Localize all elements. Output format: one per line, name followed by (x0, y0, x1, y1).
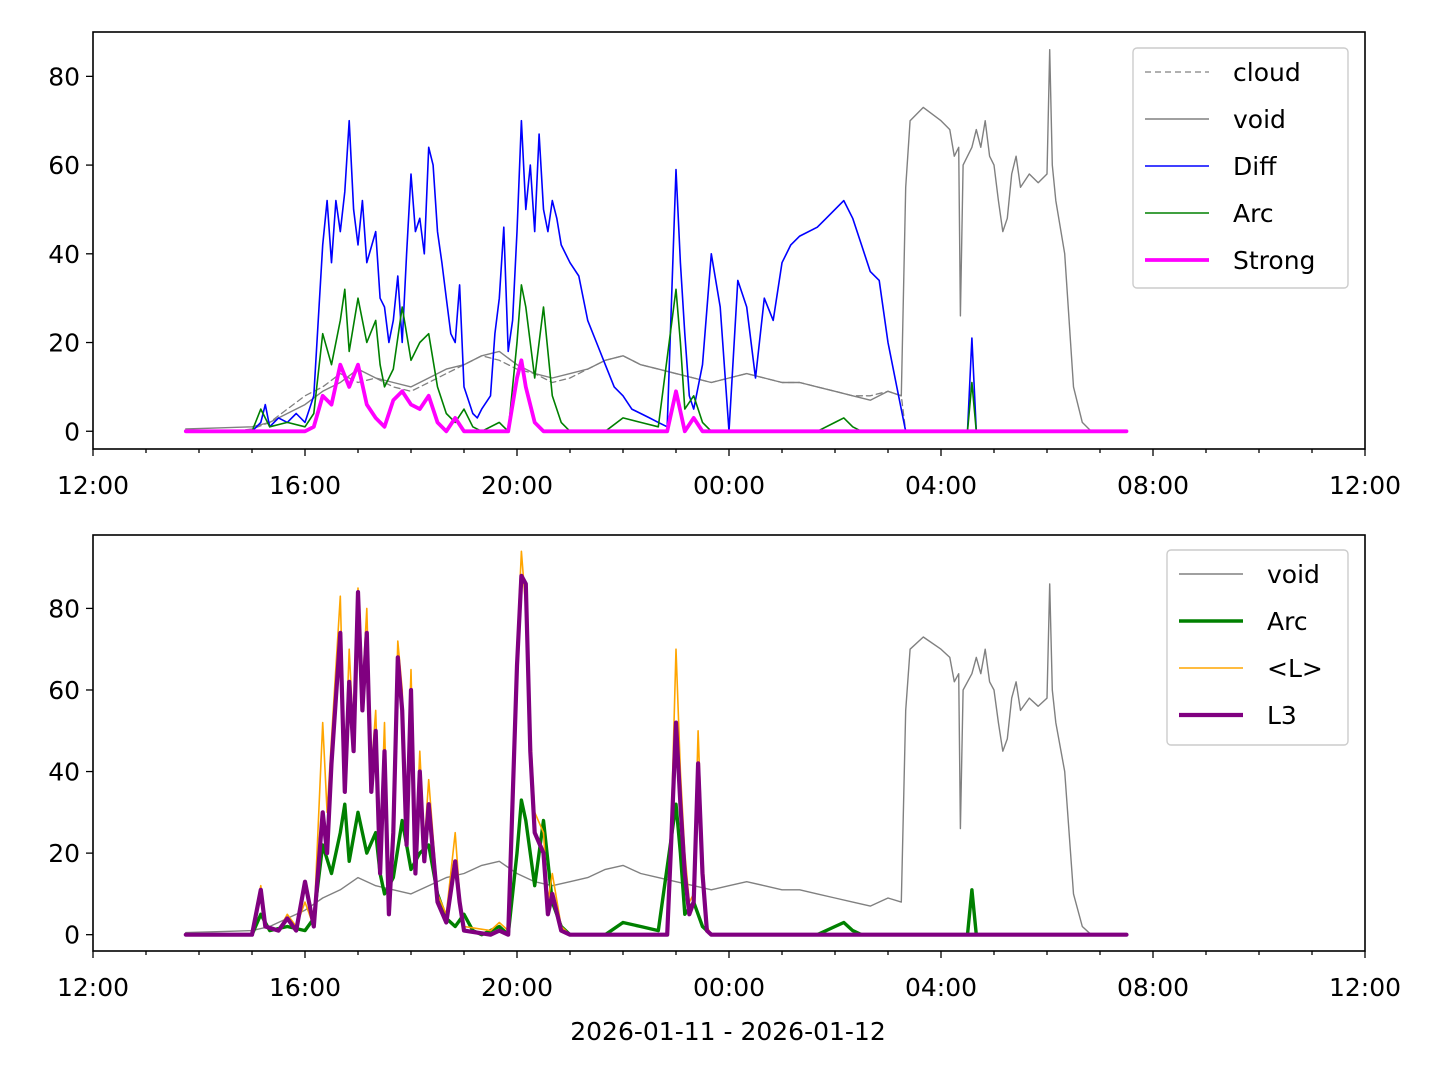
series-line-arc (185, 284, 1128, 433)
x-tick-label: 12:00 (1329, 471, 1401, 500)
x-tick-label: 00:00 (693, 471, 765, 500)
x-tick-label: 12:00 (1329, 973, 1401, 1002)
y-tick-label: 60 (48, 151, 80, 180)
y-tick-label: 80 (48, 594, 80, 623)
legend-label: void (1267, 560, 1320, 589)
legend-box (1132, 47, 1349, 289)
x-tick-label: 16:00 (269, 973, 341, 1002)
legend-label: L3 (1267, 701, 1297, 730)
series-line-diff (185, 119, 1128, 433)
x-tick-label: 08:00 (1117, 973, 1189, 1002)
x-tick-label: 08:00 (1117, 471, 1189, 500)
legend-label: Diff (1233, 152, 1277, 181)
x-tick-label: 04:00 (905, 471, 977, 500)
legend-box (1166, 549, 1349, 746)
x-tick-label: 20:00 (481, 471, 553, 500)
series-group (183, 49, 1129, 434)
legend-label: cloud (1233, 58, 1301, 87)
y-tick-label: 20 (48, 839, 80, 868)
series-line-void (185, 49, 1128, 432)
series-line-strong (183, 358, 1129, 434)
x-tick-label: 12:00 (57, 471, 129, 500)
bottom-panel: 0 20 40 60 80 12:00 16:00 20:00 00:00 04:00 08:00 1… (48, 534, 1401, 1002)
legend-label: Arc (1267, 607, 1308, 636)
series-group (183, 550, 1129, 937)
x-tick-label: 00:00 (693, 973, 765, 1002)
legend-label: <L> (1267, 654, 1323, 683)
y-tick-label: 80 (48, 62, 80, 91)
legend: void Arc <L> L3 (1166, 549, 1349, 746)
x-tick-label: 16:00 (269, 471, 341, 500)
y-tick-label: 40 (48, 758, 80, 787)
x-tick-label: 20:00 (481, 973, 553, 1002)
legend: cloud void Diff Arc Strong (1132, 47, 1349, 289)
legend-label: void (1233, 105, 1286, 134)
y-tick-label: 0 (64, 921, 80, 950)
x-tick-label: 04:00 (905, 973, 977, 1002)
y-tick-label: 60 (48, 676, 80, 705)
series-line-cloud (185, 355, 1128, 432)
series-line-l3 (183, 573, 1129, 937)
y-tick-label: 20 (48, 329, 80, 358)
legend-label: Arc (1233, 199, 1274, 228)
top-panel: 0 20 40 60 80 12:00 16:00 20:00 00:00 04:00 08:00 1… (48, 31, 1401, 500)
x-tick-label: 12:00 (57, 973, 129, 1002)
x-axis-label: 2026-01-11 - 2026-01-12 (570, 1017, 886, 1046)
y-tick-label: 40 (48, 240, 80, 269)
legend-label: Strong (1233, 246, 1315, 275)
y-tick-label: 0 (64, 417, 80, 446)
series-line-void (185, 583, 1128, 936)
